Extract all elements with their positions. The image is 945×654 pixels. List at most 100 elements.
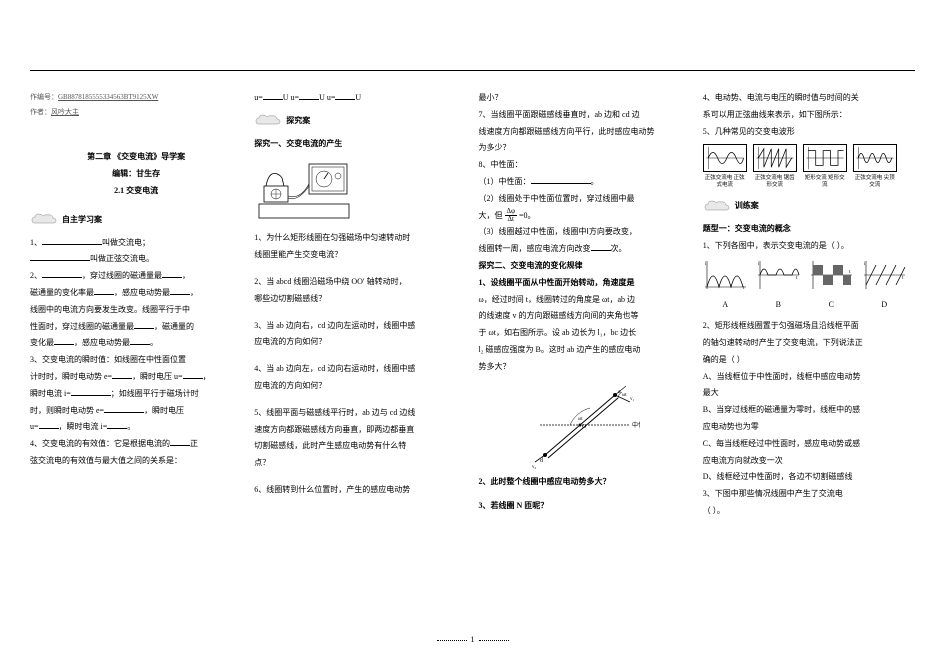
c3-p16: 2、此时整个线圈中感应电动势多大？: [479, 474, 691, 491]
t: ，瞬时电压 u=: [132, 372, 183, 381]
q2-c: C、每当线框经过中性面时，感应电动势或感: [703, 436, 915, 453]
q2-a: A、当线框位于中性面时，线框中感应电动势: [703, 369, 915, 386]
q2-d: D、线框经过中性面时，各边不切割磁感线: [703, 469, 915, 486]
c3-p0: 最小？: [479, 90, 691, 107]
c3-p10: 1、设线圈平面从中性面开始转动，角速度是: [479, 275, 691, 292]
c2-p3: 2、当 abcd 线圈沿磁场中绕 OO′ 轴转动时，: [254, 274, 466, 291]
blank: [134, 320, 154, 329]
column-4: 4、电动势、电流与电压的瞬时值与时间的关 系可以用正弦曲线来表示，如下图所示： …: [703, 90, 915, 620]
c1-p13: 4、交变电流的有效值：它是根据电流的 正: [30, 436, 242, 453]
author-label: 作者：: [30, 108, 51, 116]
q3a: 3、下图中那些情况线圈中产生了交流电: [703, 486, 915, 503]
blank: [162, 269, 182, 278]
ol: D: [862, 297, 907, 314]
blank: [30, 252, 90, 261]
blank: [170, 437, 190, 446]
c3-p15: 势多大？: [479, 359, 691, 376]
doc-id-label: 作编号：: [30, 93, 58, 101]
t: 次。: [611, 244, 627, 253]
c3-p11: ω，经过时间 t，线圈转过的角度是 ωt，ab 边: [479, 292, 691, 309]
t: ，: [190, 288, 198, 297]
c2-p7: 4、当 ab 边向左，cd 边向右运动时，线圈中感: [254, 361, 466, 378]
q2-c2: 应电流方向就改变一次: [703, 453, 915, 470]
t: （1）中性面：: [479, 177, 531, 186]
explore-label: 探究案: [286, 113, 310, 130]
doc-id: GB8878185555334563BT9125XW: [58, 93, 158, 101]
waveform-square: 矩形交流 矩形交流: [803, 144, 847, 188]
blank: [130, 336, 150, 345]
content-columns: 作编号：GB8878185555334563BT9125XW 作者：风吟大主 第…: [30, 90, 915, 620]
c1-p6: 性面时，穿过线圈的磁通量最，磁通量的: [30, 319, 242, 336]
svg-text:中性面: 中性面: [632, 421, 640, 429]
column-2: u=U u=U u=U 探究案 探究一、交变电流的产生 1、为什么矩形线圈在匀强…: [254, 90, 466, 620]
waveform-row: 正弦交流电 正弦式电流 正弦交流电 锯齿形交流 矩形交流 矩形交流 正弦交流电 …: [703, 144, 915, 188]
t: ，: [182, 271, 190, 280]
c1-p4: 磁通量的变化率最，感应电动势最，: [30, 285, 242, 302]
cloud-icon: [254, 114, 282, 128]
sp: [479, 490, 691, 498]
q2-b2: 应电动势也为零: [703, 419, 915, 436]
t: 时，则瞬时电动势 e=: [30, 406, 104, 415]
ol: C: [809, 297, 854, 314]
c1-p12: u= ，瞬时电流 i= 。: [30, 419, 242, 436]
wl: 正弦交流电 正弦式电流: [703, 175, 747, 188]
train-label: 训练案: [735, 198, 759, 215]
c1-p15: u=U u=U u=U: [254, 90, 466, 107]
svg-text:d: d: [540, 458, 543, 464]
t: ，穿过线圈的磁通量最: [82, 271, 162, 280]
train-header: 训练案: [703, 198, 915, 215]
page-number: 1: [433, 635, 513, 644]
q2b: 的轴匀速转动时产生了交变电流，下列说法正: [703, 335, 915, 352]
column-1: 作编号：GB8878185555334563BT9125XW 作者：风吟大主 第…: [30, 90, 242, 620]
self-study-label: 自主学习案: [62, 212, 102, 229]
blank: [42, 236, 102, 245]
c1-p10: 瞬时电流 i=；如线圈平行于磁场计时: [30, 386, 242, 403]
q2-b: B、当穿过线框的磁通量为零时，线框中的感: [703, 402, 915, 419]
blank: [107, 420, 127, 429]
section-title: 2.1 交变电流: [30, 183, 242, 200]
blank: [112, 370, 132, 379]
c1-p7: 变化最，感应电动势最。: [30, 335, 242, 352]
c2-p10: 速度方向都跟磁感线方向垂直，即两边都垂直: [254, 422, 466, 439]
t: 4、交变电流的有效值：它是根据电流的: [30, 439, 170, 448]
c3-p14: l₂ 磁感应强度为 B。这时 ab 边产生的感应电动: [479, 342, 691, 359]
c3-p13: 于 ωt，如右图所示。设 ab 边长为 l₁，bc 边长: [479, 325, 691, 342]
t: ，磁通量的: [154, 322, 194, 331]
t: ，感应电动势最: [74, 338, 130, 347]
t: 叫做正弦交流电。: [90, 254, 154, 263]
ol: A: [703, 297, 748, 314]
sp: [254, 308, 466, 318]
c2-p12: 点？: [254, 455, 466, 472]
c2-p8: 应电流的方向如何？: [254, 378, 466, 395]
t: ，瞬时电流 i=: [59, 422, 108, 431]
q2c: 确的是（ ）: [703, 352, 915, 369]
t: ；如线圈平行于磁场计时: [111, 389, 199, 398]
blank: [94, 286, 114, 295]
c3-p2: 线速度方向都跟磁感线方向平行，此时感应电动势: [479, 124, 691, 141]
c3-p12: 的线速度 v 的方向跟磁感线方向间的夹角也等: [479, 308, 691, 325]
t: U u=: [319, 93, 335, 102]
t: u=: [30, 422, 39, 431]
t: 变化最: [30, 338, 54, 347]
fraction: ΔφΔt: [505, 208, 518, 223]
q2-a2: 最大: [703, 385, 915, 402]
c1-p2: 叫做正弦交流电。: [30, 251, 242, 268]
waveform-pulse: 正弦交流电 尖顶交流: [853, 144, 897, 188]
ol: B: [756, 297, 801, 314]
c3-p17: 3、若线圈 N 匝呢？: [479, 498, 691, 515]
c1-p8: 3、交变电流的瞬时值：如线圈在中性面位置: [30, 352, 242, 369]
author-line: 作者：风吟大主: [30, 105, 242, 120]
blank: [335, 91, 355, 100]
editor-line: 编辑：甘生存: [30, 166, 242, 183]
c3-p5: （1）中性面：。: [479, 174, 691, 191]
t: 1、设线圈平面从中性面开始转动，角速度是: [479, 278, 635, 287]
t: 正: [190, 439, 198, 448]
t: 。: [127, 422, 135, 431]
topic1: 题型一：交变电流的概念: [703, 221, 915, 238]
t: 线圈转一周，感应电流方向改变: [479, 244, 591, 253]
blank: [170, 286, 190, 295]
waveform-sawtooth: 正弦交流电 锯齿形交流: [753, 144, 797, 188]
c2-p11: 切割磁感线，此时产生感应电动势有什么特: [254, 438, 466, 455]
t: 计时时，瞬时电动势 e=: [30, 372, 112, 381]
c1-p5: 线圈中的电流方向要发生改变。线圈平行于中: [30, 302, 242, 319]
